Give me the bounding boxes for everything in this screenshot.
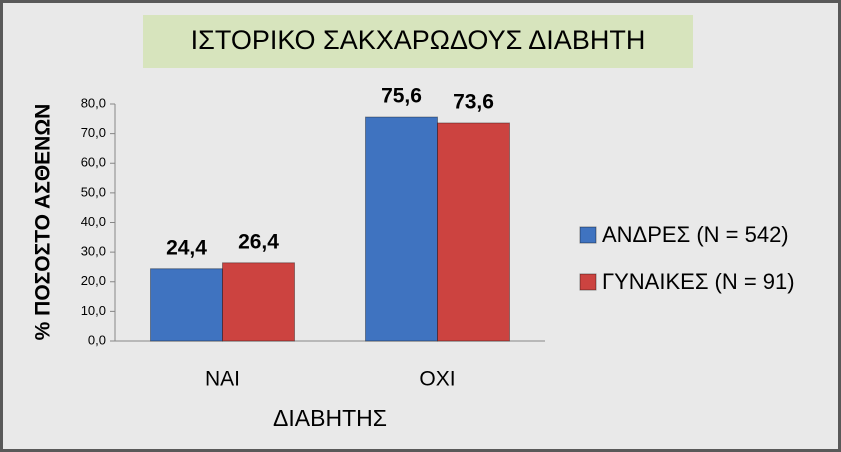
legend-swatch xyxy=(579,226,597,244)
y-tick-label: 10,0 xyxy=(81,303,106,318)
y-tick-label: 0,0 xyxy=(88,332,106,347)
y-axis-label: % ΠΟΣΟΣΤΟ ΑΣΘΕΝΩΝ xyxy=(32,104,55,341)
title-box xyxy=(143,15,693,68)
bar xyxy=(150,268,223,342)
legend-label: ΑΝΔΡΕΣ (N = 542) xyxy=(602,222,789,247)
legend-label: ΓΥΝΑΙΚΕΣ (N = 91) xyxy=(602,269,795,294)
bar xyxy=(222,262,295,342)
y-tick-label: 40,0 xyxy=(81,214,106,229)
y-tick-label: 30,0 xyxy=(81,244,106,259)
value-label: 75,6 xyxy=(381,85,422,108)
y-tick-label: 70,0 xyxy=(81,125,106,140)
y-tick-label: 60,0 xyxy=(81,155,106,170)
bar xyxy=(437,122,510,342)
y-tick-label: 20,0 xyxy=(81,273,106,288)
y-tick-label: 50,0 xyxy=(81,184,106,199)
chart-title: ΙΣΤΟΡΙΚΟ ΣΑΚΧΑΡΩΔΟΥΣ ΔΙΑΒΗΤΗ xyxy=(191,25,646,55)
x-axis-label: ΔΙΑΒΗΤΗΣ xyxy=(273,405,387,431)
x-tick-label: ΝΑΙ xyxy=(205,368,240,391)
value-label: 73,6 xyxy=(453,91,494,114)
value-label: 24,4 xyxy=(166,236,207,259)
value-label: 26,4 xyxy=(238,230,279,253)
legend-swatch xyxy=(579,273,597,291)
x-tick-label: ΟΧΙ xyxy=(419,368,455,391)
bar xyxy=(365,116,438,342)
y-tick-label: 80,0 xyxy=(81,95,106,110)
